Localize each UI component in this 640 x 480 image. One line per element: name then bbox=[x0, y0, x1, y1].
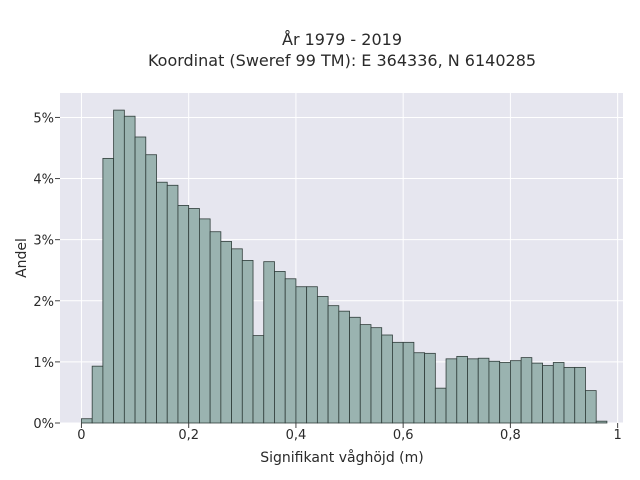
x-tick-label: 0 bbox=[77, 428, 85, 443]
histogram-bar bbox=[424, 352, 436, 424]
histogram-bar bbox=[509, 360, 522, 424]
histogram-bar bbox=[199, 218, 211, 424]
x-tick-label: 0,4 bbox=[286, 428, 307, 443]
histogram-bar bbox=[520, 357, 533, 424]
histogram-bar bbox=[552, 362, 565, 424]
histogram-bar bbox=[585, 390, 597, 424]
histogram-bar bbox=[338, 310, 350, 424]
histogram-bar bbox=[91, 365, 104, 424]
histogram-bar bbox=[220, 241, 232, 424]
histogram-bar bbox=[134, 136, 147, 424]
histogram-bar bbox=[188, 208, 200, 424]
histogram-bar bbox=[542, 365, 554, 424]
histogram-bar bbox=[370, 327, 383, 424]
histogram-bar bbox=[252, 335, 265, 424]
histogram-bar bbox=[241, 260, 254, 424]
y-tick-label: 5% bbox=[33, 111, 54, 126]
histogram-bar bbox=[316, 296, 329, 424]
y-tick-label: 1% bbox=[33, 356, 54, 371]
y-tick-label: 4% bbox=[33, 173, 54, 188]
histogram-bar bbox=[359, 324, 372, 424]
histogram-bar bbox=[166, 184, 179, 424]
histogram-bar bbox=[499, 362, 511, 424]
y-tick-label: 0% bbox=[33, 417, 54, 432]
histogram-bars bbox=[81, 109, 608, 424]
y-tick-label: 2% bbox=[33, 295, 54, 310]
histogram-bar bbox=[263, 261, 275, 424]
histogram-bar bbox=[274, 271, 286, 424]
histogram-bar bbox=[381, 334, 393, 424]
histogram-bar bbox=[392, 341, 404, 424]
histogram-bar bbox=[327, 305, 340, 424]
histogram-bar bbox=[456, 355, 468, 424]
histogram-bar bbox=[123, 115, 136, 424]
y-axis-ticks: 0% 1% 2% 3% 4% 5% bbox=[33, 111, 60, 432]
y-axis-label: Andel bbox=[14, 238, 30, 278]
histogram-bar bbox=[102, 157, 115, 424]
histogram-bar bbox=[284, 278, 297, 424]
histogram-bar bbox=[488, 360, 501, 424]
x-tick-label: 1 bbox=[613, 428, 621, 443]
x-axis-ticks: 0 0,2 0,4 0,6 0,8 1 bbox=[77, 423, 622, 443]
histogram-bar bbox=[477, 357, 490, 424]
histogram-bar bbox=[531, 362, 543, 424]
histogram-bar bbox=[595, 420, 608, 424]
histogram-bar bbox=[177, 205, 190, 424]
y-tick-label: 3% bbox=[33, 234, 54, 249]
histogram-bar bbox=[413, 352, 426, 424]
x-tick-label: 0,8 bbox=[500, 428, 521, 443]
histogram-bar bbox=[563, 366, 576, 424]
histogram-bar bbox=[434, 387, 447, 424]
histogram-bar bbox=[209, 231, 222, 424]
histogram-bar bbox=[113, 109, 125, 424]
histogram-bar bbox=[295, 286, 308, 424]
chart-title-line2: Koordinat (Sweref 99 TM): E 364336, N 61… bbox=[148, 51, 536, 70]
x-tick-label: 0,6 bbox=[393, 428, 414, 443]
histogram-bar bbox=[574, 366, 586, 424]
histogram-bar bbox=[156, 181, 168, 424]
x-tick-label: 0,2 bbox=[178, 428, 199, 443]
histogram-bar bbox=[306, 286, 318, 424]
histogram-bar bbox=[231, 248, 243, 424]
histogram-bar bbox=[445, 358, 458, 424]
histogram-bar bbox=[402, 341, 415, 424]
histogram-bar bbox=[81, 418, 93, 424]
histogram-bar bbox=[145, 154, 157, 424]
chart-title-line1: År 1979 - 2019 bbox=[282, 30, 402, 49]
histogram-bar bbox=[349, 316, 361, 424]
x-axis-label: Signifikant våghöjd (m) bbox=[260, 449, 423, 466]
histogram-bar bbox=[467, 358, 479, 424]
